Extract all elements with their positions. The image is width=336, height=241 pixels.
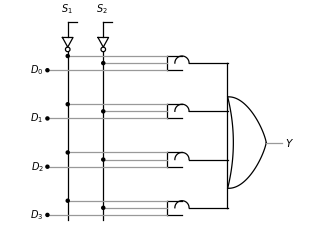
Circle shape <box>102 158 105 161</box>
Text: $D_3$: $D_3$ <box>30 208 44 222</box>
Circle shape <box>102 62 105 65</box>
Text: $S_2$: $S_2$ <box>96 2 108 16</box>
Text: $S_1$: $S_1$ <box>60 2 72 16</box>
Circle shape <box>46 117 49 120</box>
Text: $Y$: $Y$ <box>285 137 294 148</box>
Circle shape <box>66 151 69 154</box>
Circle shape <box>102 110 105 113</box>
Circle shape <box>66 54 69 58</box>
Circle shape <box>46 213 49 216</box>
Text: $D_0$: $D_0$ <box>30 63 44 77</box>
Circle shape <box>46 165 49 168</box>
Circle shape <box>66 103 69 106</box>
Text: $D_2$: $D_2$ <box>31 160 44 174</box>
Circle shape <box>66 199 69 202</box>
Text: $D_1$: $D_1$ <box>31 112 44 125</box>
Circle shape <box>46 69 49 72</box>
Circle shape <box>102 206 105 209</box>
